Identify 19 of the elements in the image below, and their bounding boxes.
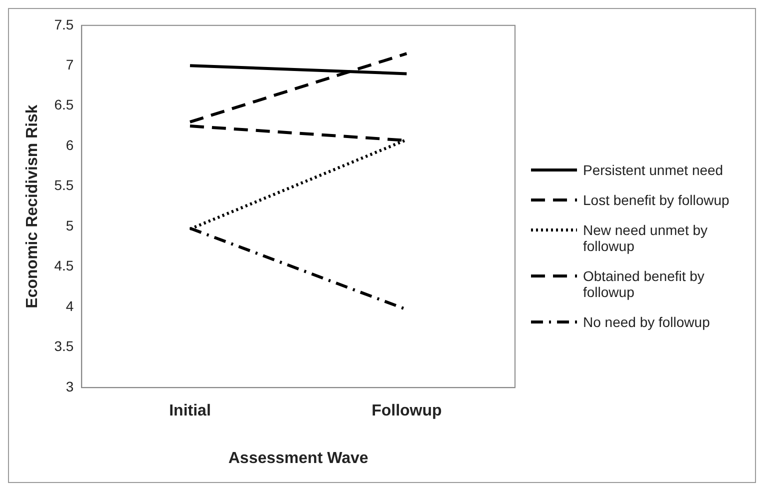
y-tick-label: 6 xyxy=(66,136,74,153)
x-axis-title: Assessment Wave xyxy=(228,450,368,467)
y-tick-label: 6.5 xyxy=(54,96,74,113)
y-axis-title: Economic Recidivism Risk xyxy=(24,104,42,308)
legend-label: Obtained benefit by followup xyxy=(583,268,706,300)
legend-label: No need by followup xyxy=(583,314,710,330)
y-tick-label: 5 xyxy=(66,217,74,234)
y-tick-label: 4.5 xyxy=(54,258,74,274)
y-tick-label: 5.5 xyxy=(54,177,74,194)
y-tick-label: 3 xyxy=(66,378,74,394)
legend-label: Persistent unmet need xyxy=(583,162,724,178)
legend-label: New need unmet by followup xyxy=(583,222,709,254)
y-tick-label: 4 xyxy=(66,298,74,314)
y-tick-label: 7.5 xyxy=(54,16,74,32)
legend-label: Lost benefit by followup xyxy=(583,192,730,208)
y-tick-label: 7 xyxy=(66,56,74,73)
y-tick-label: 3.5 xyxy=(54,338,74,354)
x-tick-label: Initial xyxy=(169,402,211,420)
x-tick-label: Followup xyxy=(372,402,442,420)
